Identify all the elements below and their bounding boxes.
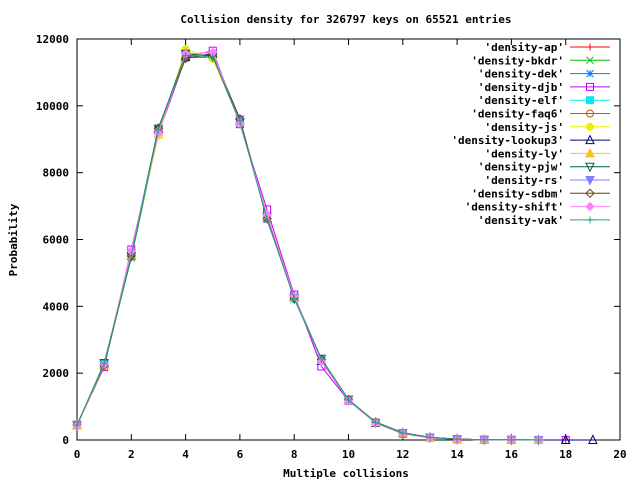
data-point — [507, 436, 515, 444]
data-point — [453, 435, 461, 443]
y-axis-label: Probability — [7, 203, 20, 276]
series-line — [76, 53, 539, 441]
legend-label: 'density-sdbm' — [471, 187, 564, 200]
legend-label: 'density-elf' — [478, 94, 564, 107]
x-tick-label: 6 — [237, 448, 244, 461]
legend-label: 'density-vak' — [478, 214, 564, 227]
series-line — [76, 51, 539, 441]
series-line — [76, 53, 539, 441]
data-point — [290, 294, 298, 302]
x-tick-label: 0 — [74, 448, 81, 461]
data-point — [154, 126, 162, 134]
data-point — [236, 117, 244, 125]
legend-marker — [585, 162, 595, 173]
legend-label: 'density-pjw' — [478, 161, 564, 174]
legend-marker — [586, 56, 594, 65]
series-line — [76, 53, 539, 441]
data-point — [480, 436, 488, 444]
y-tick-label: 12000 — [36, 33, 69, 46]
data-point — [345, 396, 352, 404]
legend-label: 'density-djb' — [478, 81, 564, 94]
y-tick-label: 4000 — [43, 300, 70, 313]
legend-marker — [585, 188, 595, 199]
legend-label: 'density-lookup3' — [451, 134, 564, 147]
data-point — [317, 355, 325, 363]
data-point — [180, 53, 191, 64]
axis-ticks: 0 2 4 6 8 10 12 14 16 18 20 0 2000 4000 6000 8000 10000 1… — [36, 33, 627, 461]
legend-label: 'density-faq6' — [471, 108, 564, 121]
legend-label: 'density-ap' — [485, 41, 564, 54]
legend-marker — [586, 109, 594, 118]
data-point — [73, 421, 81, 429]
y-tick-label: 10000 — [36, 100, 69, 113]
legend-marker — [586, 43, 594, 51]
legend-marker — [586, 82, 594, 91]
data-point — [209, 53, 217, 61]
series-14 — [73, 51, 543, 444]
y-tick-label: 6000 — [43, 234, 70, 247]
data-point — [126, 251, 137, 261]
chart-title: Collision density for 326797 keys on 655… — [180, 13, 511, 26]
data-point — [263, 215, 271, 223]
data-point — [153, 128, 164, 138]
x-tick-label: 14 — [450, 448, 464, 461]
legend-label: 'density-js' — [485, 121, 564, 134]
series-line — [76, 54, 539, 441]
data-point — [535, 436, 543, 444]
y-tick-label: 0 — [62, 434, 69, 447]
legend-marker — [586, 69, 594, 78]
series-line — [76, 54, 539, 441]
legend-marker — [586, 122, 594, 131]
legend-marker — [586, 96, 594, 105]
x-tick-label: 12 — [396, 448, 409, 461]
data-point — [426, 433, 434, 441]
data-point — [127, 252, 135, 260]
series-line — [76, 54, 539, 441]
data-point — [399, 429, 407, 437]
legend-marker — [585, 134, 595, 145]
data-point — [588, 434, 598, 444]
legend-label: 'density-dek' — [478, 68, 564, 81]
series-layer — [72, 45, 598, 446]
data-point — [372, 418, 380, 426]
data-point — [100, 360, 108, 368]
x-tick-label: 18 — [559, 448, 572, 461]
y-tick-label: 8000 — [43, 167, 70, 180]
legend-label: 'density-rs' — [485, 174, 564, 187]
y-tick-label: 2000 — [43, 367, 70, 380]
series-line — [76, 51, 539, 441]
x-tick-label: 8 — [291, 448, 298, 461]
data-point — [182, 51, 190, 59]
legend-label: 'density-ly' — [485, 147, 564, 160]
x-axis-label: Multiple collisions — [283, 467, 409, 480]
legend-marker — [585, 147, 595, 158]
legend-marker — [585, 201, 595, 212]
x-tick-label: 16 — [505, 448, 519, 461]
series-line — [76, 56, 539, 441]
series-7 — [73, 45, 543, 444]
legend-marker — [586, 216, 594, 224]
data-point — [560, 434, 571, 444]
legend-label: 'density-shift' — [465, 201, 564, 214]
legend-marker — [585, 176, 595, 186]
x-tick-label: 2 — [128, 448, 135, 461]
x-tick-label: 4 — [182, 448, 189, 461]
series-line — [76, 54, 539, 441]
x-tick-label: 20 — [613, 448, 626, 461]
legend: 'density-ap''density-bkdr''density-dek''… — [451, 41, 610, 227]
legend-label: 'density-bkdr' — [471, 54, 564, 67]
x-tick-label: 10 — [342, 448, 355, 461]
series-line — [76, 48, 539, 441]
